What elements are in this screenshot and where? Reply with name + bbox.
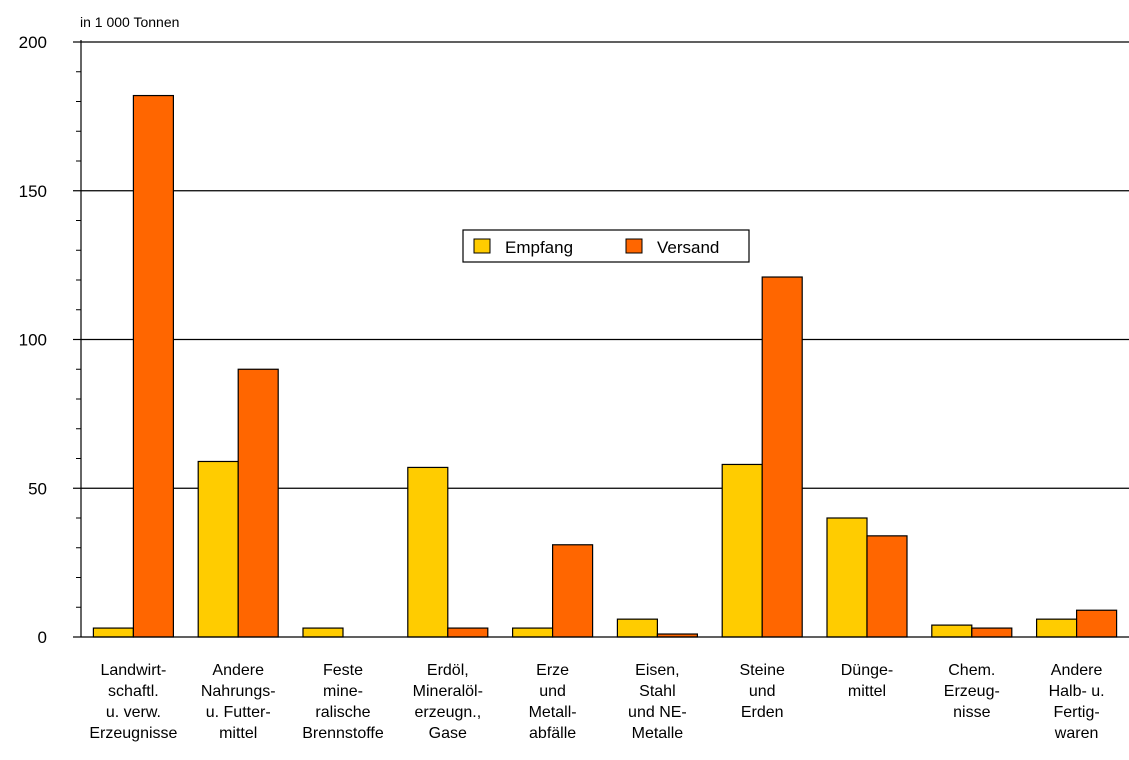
unit-label: in 1 000 Tonnen: [80, 14, 180, 30]
y-tick-label: 100: [19, 331, 47, 350]
bar-versand: [1075, 609, 1118, 638]
x-tick-label: Steine und Erden: [740, 662, 785, 721]
x-tick-label: Erze und Metall-abfälle: [529, 662, 577, 742]
bar-empfang: [721, 463, 763, 638]
bar-empfang: [197, 460, 239, 638]
y-axis: 0 50 100 150 200: [19, 33, 82, 647]
y-tick-label: 200: [19, 33, 47, 52]
bars: [81, 94, 1129, 638]
bar-versand: [237, 368, 279, 638]
y-tick-label: 150: [19, 182, 47, 201]
x-tick-label: Dünge-mittel: [841, 662, 893, 700]
x-tick-label: Andere Nahrungs-u. Futter-mittel: [201, 662, 276, 742]
legend-swatch-versand: [625, 238, 643, 254]
bar-versand: [132, 94, 174, 638]
bar-empfang: [511, 627, 554, 638]
y-tick-label: 50: [28, 479, 47, 498]
bar-versand: [866, 535, 908, 638]
x-tick-label: Eisen, Stahl und NE-Metalle: [628, 662, 687, 742]
legend-box: [462, 229, 750, 263]
legend-label-versand: Versand: [657, 238, 719, 257]
bar-versand: [971, 627, 1013, 638]
y-tick-label: 0: [38, 628, 47, 647]
x-tick-label: Chem. Erzeug-nisse: [944, 662, 1000, 721]
bar-versand: [761, 276, 803, 638]
x-tick-label: Landwirt-schaftl. u. verw. Erzeugnisse: [89, 662, 177, 742]
x-tick-label: Andere Halb- u. Fertig-waren: [1049, 662, 1105, 742]
legend: Empfang Versand: [462, 229, 750, 263]
x-axis-labels: Landwirt-schaftl. u. verw. Erzeugnisse Ande…: [89, 662, 1104, 742]
x-tick-label: Feste mine-ralische Brennstoffe: [302, 662, 384, 742]
legend-label-empfang: Empfang: [505, 238, 573, 257]
bar-empfang: [931, 624, 973, 638]
bar-empfang: [616, 618, 659, 638]
bar-empfang: [1035, 618, 1078, 638]
bar-empfang: [407, 466, 449, 638]
bar-versand: [447, 627, 489, 638]
bar-empfang: [92, 627, 135, 638]
bar-empfang: [302, 627, 344, 638]
x-tick-label: Erdöl, Mineralöl-erzeugn., Gase: [413, 662, 483, 742]
bar-empfang: [826, 517, 868, 638]
legend-swatch-empfang: [473, 238, 491, 254]
bar-versand: [551, 544, 594, 638]
